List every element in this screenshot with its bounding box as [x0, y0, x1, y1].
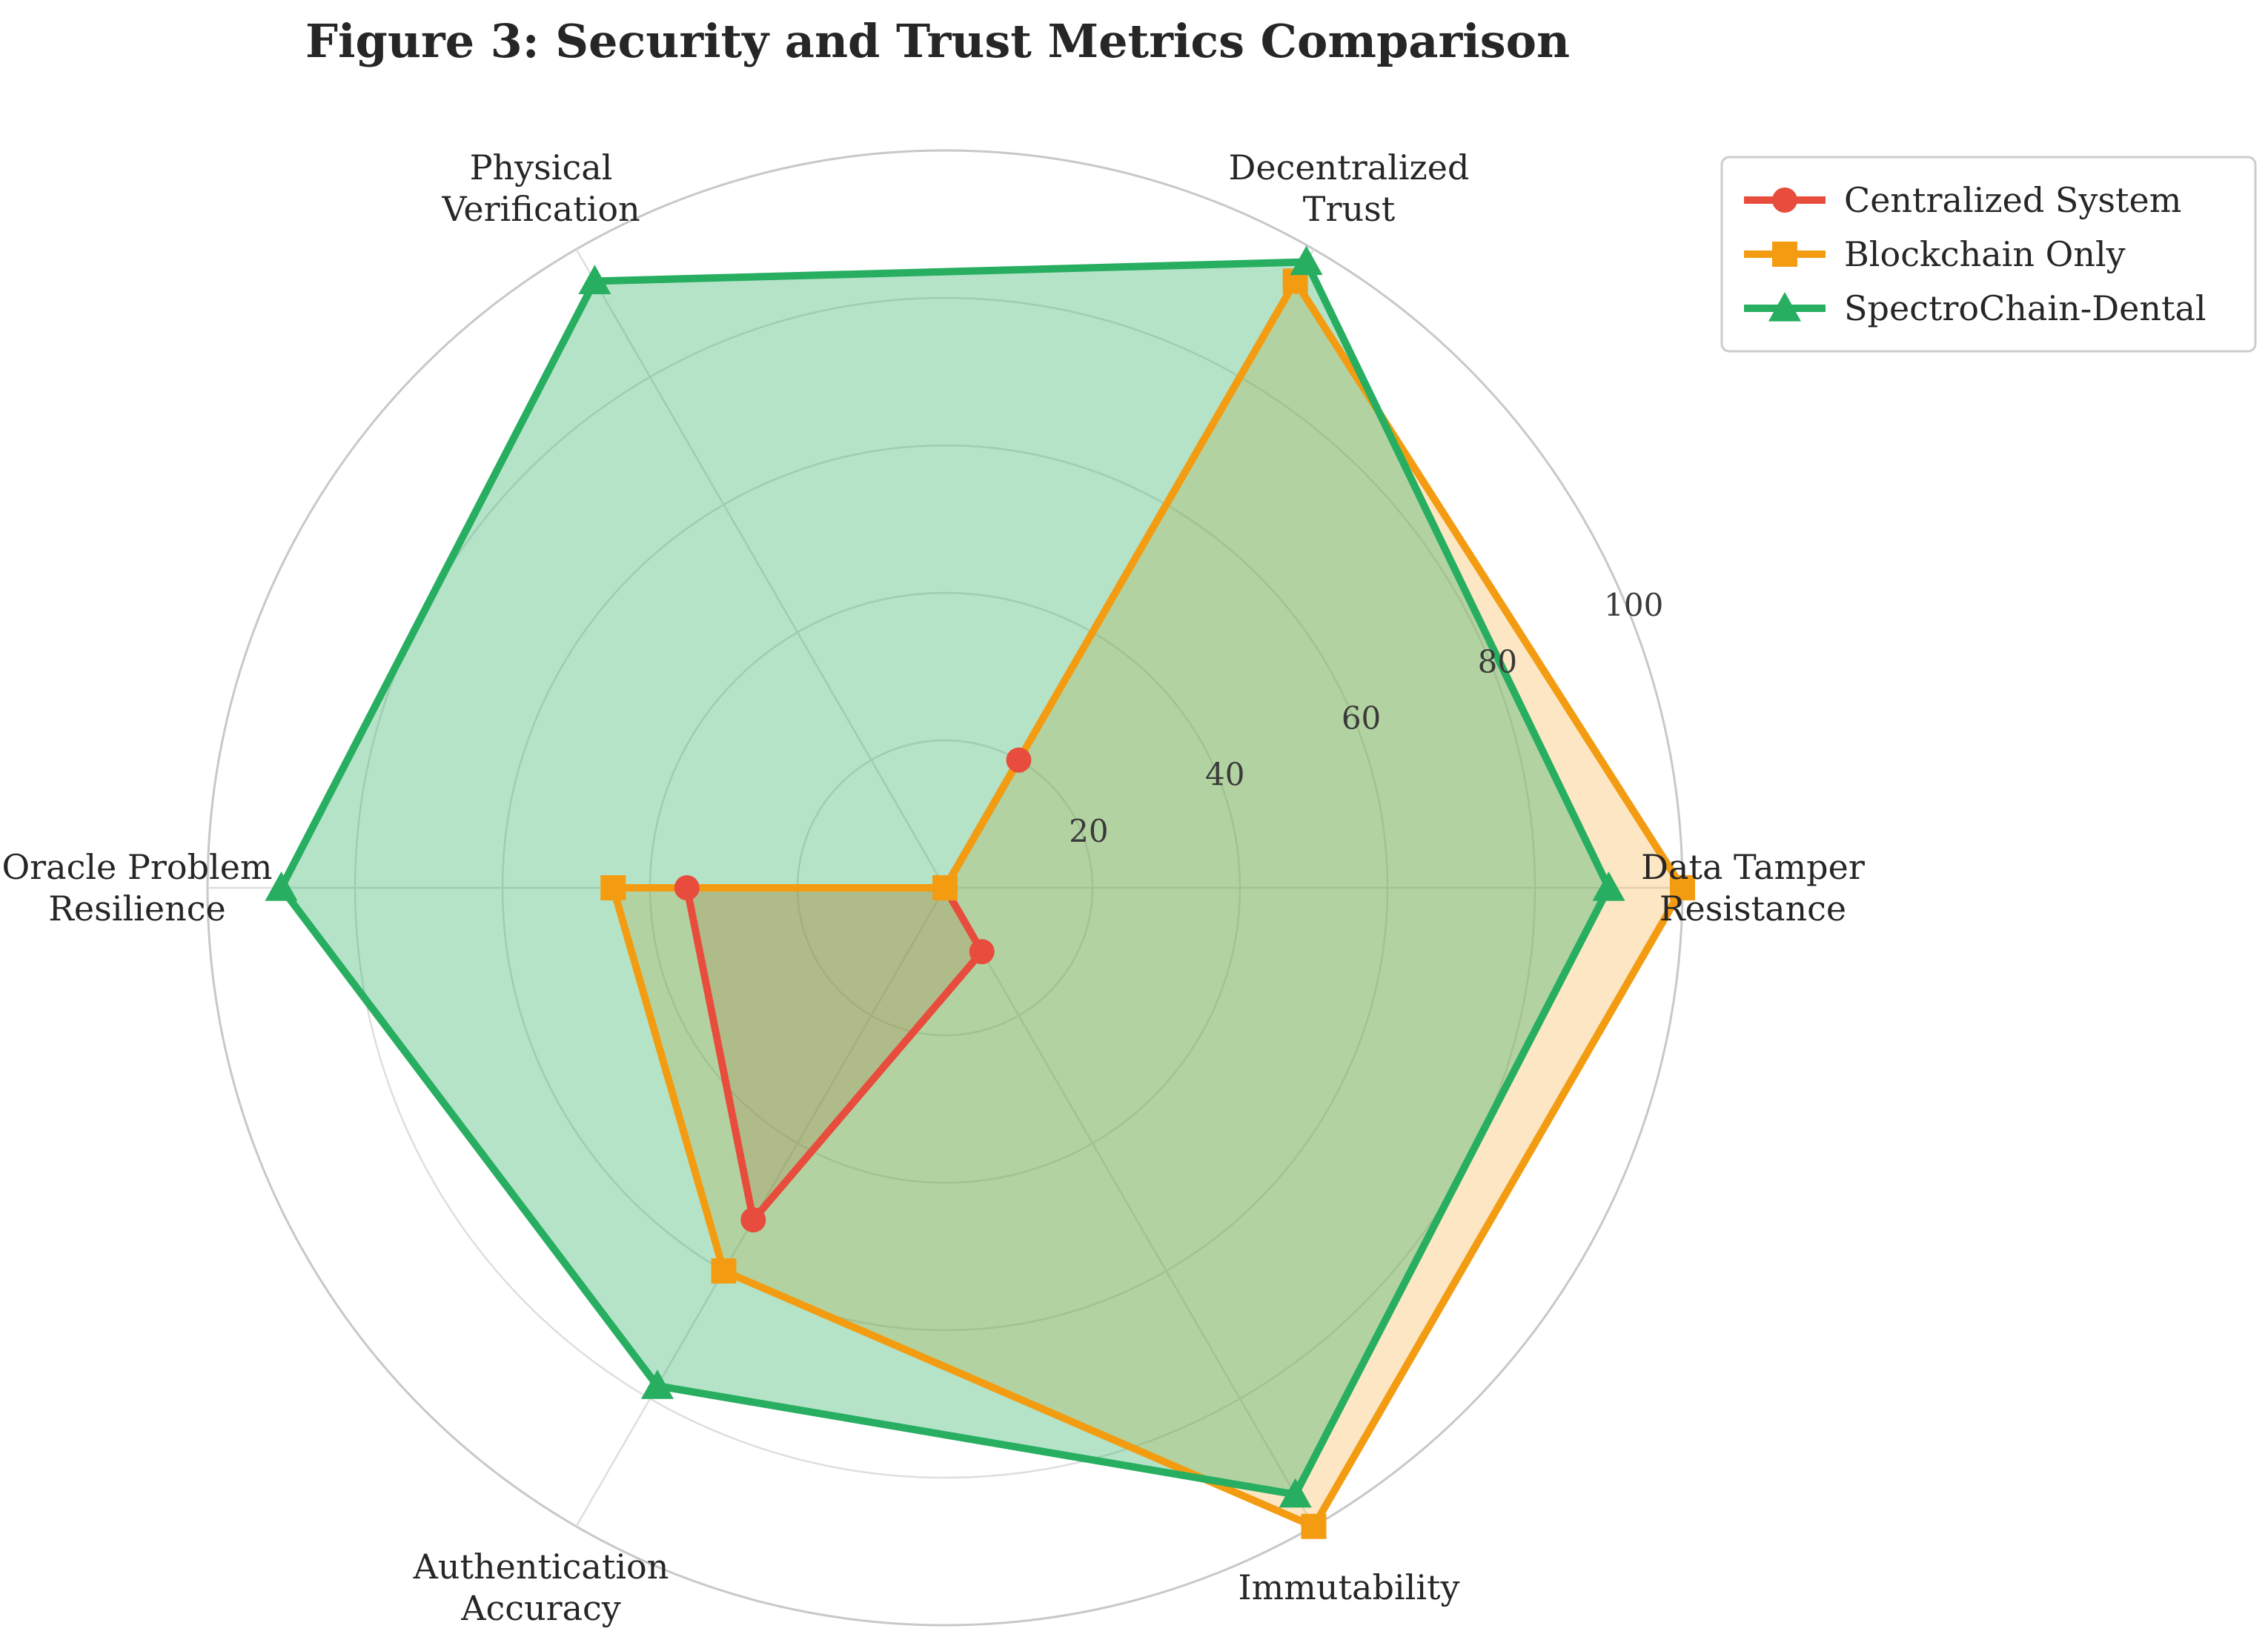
rtick-label: 100	[1604, 587, 1663, 623]
series-area-0	[686, 760, 1019, 1221]
axis-label-2: Physical Verification	[441, 147, 640, 229]
grid-spoke-2	[575, 248, 946, 889]
series-areas	[281, 262, 1682, 1527]
axis-labels: Data Tamper Resistance Decentralized Trust P…	[1, 147, 1864, 1628]
legend-marker-2	[1768, 292, 1801, 322]
series-0-point-5	[969, 939, 995, 965]
series-markers	[265, 245, 1695, 1539]
series-1-point-5	[1301, 1513, 1327, 1539]
legend-label-0: Centralized System	[1844, 180, 2181, 220]
series-2-point-4	[640, 1370, 674, 1399]
axis-label-4: Authentication Accuracy	[413, 1547, 669, 1628]
series-area-1	[613, 281, 1682, 1527]
legend-frame	[1720, 156, 2257, 353]
rtick-label: 60	[1342, 700, 1381, 737]
series-1-point-3	[600, 875, 626, 900]
chart-title: Figure 3: Security and Trust Metrics Com…	[305, 14, 1570, 68]
series-2-point-5	[1279, 1478, 1312, 1508]
series-2-point-0	[1592, 872, 1625, 901]
radial-tick-labels: 20 40 60 80 100	[1069, 587, 1663, 849]
series-2-point-1	[1290, 245, 1323, 276]
legend-marker-0	[1772, 187, 1797, 213]
series-1-point-4	[711, 1258, 737, 1284]
axis-label-1: Decentralized Trust	[1229, 147, 1470, 229]
series-0-point-3	[674, 875, 700, 900]
axis-label-3: Oracle Problem Resilience	[1, 847, 272, 929]
series-0-point-1	[1006, 747, 1032, 773]
series-1-point-0	[1670, 875, 1695, 900]
series-1-point-2	[932, 875, 958, 900]
series-0-point-4	[740, 1207, 766, 1233]
axis-label-5: Immutability	[1239, 1567, 1460, 1607]
legend: Centralized System Blockchain Only Spectro…	[1720, 156, 2257, 353]
legend-label-2: SpectroChain-Dental	[1844, 288, 2206, 328]
legend-label-1: Blockchain Only	[1844, 234, 2126, 274]
legend-marker-1	[1772, 242, 1797, 267]
rtick-label: 40	[1205, 757, 1244, 793]
axis-label-0: Data Tamper Resistance	[1641, 847, 1865, 929]
grid-spoke-5	[944, 887, 1315, 1527]
series-2-point-3	[265, 872, 298, 901]
series-2-point-2	[578, 265, 611, 294]
rtick-label: 80	[1478, 643, 1517, 680]
rtick-label: 20	[1069, 813, 1108, 849]
